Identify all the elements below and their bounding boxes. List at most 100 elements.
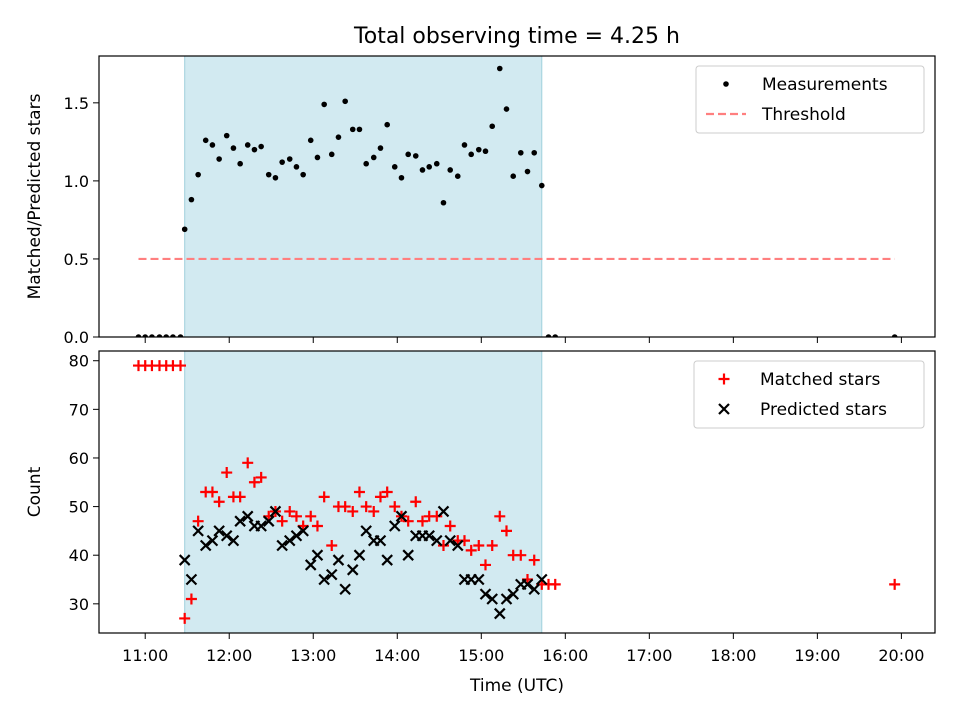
x-tick-label: 18:00 <box>710 646 756 665</box>
measurement-point <box>552 334 559 337</box>
measurement-point <box>170 334 176 337</box>
measurement-point <box>524 168 531 175</box>
measurement-point <box>244 142 251 148</box>
measurement-point <box>286 156 293 162</box>
predicted-star-point <box>500 593 513 605</box>
matched-star-point <box>174 360 186 372</box>
measurement-point <box>475 146 482 153</box>
measurement-point <box>531 149 538 156</box>
matched-star-point <box>185 593 197 605</box>
measurement-point <box>177 334 184 337</box>
measurement-point <box>440 199 447 206</box>
predicted-star-point <box>234 515 246 527</box>
matched-star-point <box>318 491 330 503</box>
predicted-star-point <box>493 607 506 620</box>
measurement-point <box>163 334 170 337</box>
matched-star-point <box>458 535 470 547</box>
measurement-point <box>216 156 222 162</box>
predicted-star-point <box>185 573 198 586</box>
matched-star-point <box>234 491 246 503</box>
matched-star-point <box>213 496 225 508</box>
legend-label: Predicted stars <box>760 400 887 420</box>
matched-star-point <box>248 476 260 488</box>
y-tick-label: 30 <box>69 595 89 614</box>
matched-star-point <box>339 501 351 513</box>
measurement-point <box>447 167 454 173</box>
measurement-point <box>426 164 432 170</box>
predicted-star-point <box>311 549 324 561</box>
predicted-star-point <box>346 564 359 576</box>
measurement-point <box>517 149 524 156</box>
matched-star-point <box>549 578 561 590</box>
y-tick-label: 1.5 <box>64 94 89 113</box>
matched-star-point <box>500 525 512 537</box>
matched-star-point <box>381 486 393 498</box>
measurement-point <box>412 153 419 159</box>
matched-star-point <box>515 549 527 561</box>
predicted-star-point <box>451 539 464 552</box>
plot-area <box>132 351 901 633</box>
y-tick-label: 80 <box>69 352 89 371</box>
measurement-point <box>202 137 209 144</box>
predicted-star-point <box>472 573 485 586</box>
measurement-point <box>419 167 426 173</box>
measurement-point <box>156 334 163 337</box>
matched-star-point <box>206 486 218 498</box>
matched-star-point <box>486 539 498 551</box>
x-tick-label: 19:00 <box>794 646 840 665</box>
matched-star-point <box>431 510 443 522</box>
matched-star-point <box>479 559 491 571</box>
matched-star-point <box>311 520 323 532</box>
x-tick-label: 20:00 <box>878 646 924 665</box>
predicted-star-point <box>192 525 204 537</box>
predicted-star-point <box>507 588 519 600</box>
predicted-star-point <box>241 510 254 523</box>
predicted-star-point <box>290 529 303 542</box>
predicted-star-point <box>521 578 534 591</box>
predicted-star-point <box>199 539 212 552</box>
measurement-point <box>142 334 149 337</box>
matched-star-point <box>276 515 288 527</box>
measurement-point <box>433 160 440 167</box>
axes-frame <box>98 350 936 634</box>
legend-label: Measurements <box>762 75 888 95</box>
predicted-star-point <box>206 534 219 547</box>
measurement-point <box>391 164 398 170</box>
legend-box <box>693 360 925 429</box>
measurement-point <box>349 126 356 133</box>
predicted-star-point <box>374 534 387 547</box>
matched-star-point <box>347 505 359 517</box>
matched-star-point <box>368 505 380 517</box>
predicted-star-point <box>304 559 317 571</box>
measurement-point <box>468 151 475 158</box>
predicted-star-point <box>395 510 408 523</box>
measurement-point <box>230 145 237 151</box>
matched-star-point <box>494 510 506 522</box>
predicted-star-point <box>360 525 372 537</box>
x-tick-label: 17:00 <box>626 646 672 665</box>
predicted-star-point <box>486 593 498 605</box>
matched-star-point <box>326 539 338 551</box>
predicted-star-point <box>437 505 450 518</box>
measurement-point <box>496 65 503 72</box>
matched-star-point <box>444 520 456 532</box>
legend-label: Threshold <box>761 105 846 125</box>
measurement-point <box>135 334 142 337</box>
x-tick-label: 16:00 <box>542 646 588 665</box>
measurement-point <box>195 171 201 178</box>
measurement-point <box>321 101 327 108</box>
y-tick-label: 1.0 <box>64 172 89 191</box>
predicted-star-point <box>402 549 414 561</box>
figure-title: Total observing time = 4.25 h <box>353 24 680 49</box>
matched-star-point <box>389 501 401 513</box>
measurement-point <box>237 160 243 167</box>
measurement-point <box>300 171 306 178</box>
predicted-star-point <box>444 534 456 547</box>
predicted-star-point <box>423 529 435 542</box>
measurement-point <box>188 196 195 203</box>
predicted-star-point <box>220 529 233 542</box>
measurement-point <box>363 160 369 167</box>
axes-frame <box>98 55 936 338</box>
predicted-star-point <box>479 588 492 600</box>
